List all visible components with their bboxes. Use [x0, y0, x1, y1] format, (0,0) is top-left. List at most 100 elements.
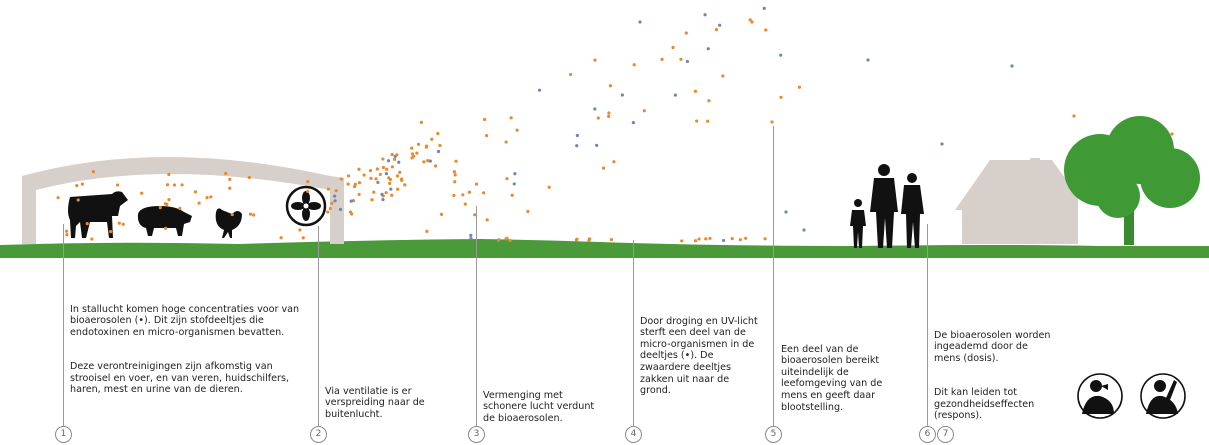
particle [453, 173, 457, 177]
particle [390, 165, 394, 169]
particle [504, 140, 508, 144]
particle [140, 191, 144, 195]
step-3-paragraph-1: Vermenging met schonere lucht verdunt de… [483, 389, 595, 424]
particle [797, 85, 802, 89]
particle [410, 146, 414, 150]
particle [513, 172, 517, 176]
particle [306, 180, 310, 184]
particle [368, 169, 373, 173]
particle [301, 236, 305, 240]
particle [178, 206, 182, 210]
particle [298, 228, 302, 232]
sick-person-icon [1140, 373, 1186, 419]
particle [693, 239, 698, 243]
step-number-1: 1 [55, 426, 72, 443]
barn-icon [22, 157, 344, 244]
step-7-paragraph-2: Dit kan leiden tot gezondheidseffecten (… [934, 386, 1035, 422]
cow-icon [68, 191, 128, 238]
particle [695, 119, 699, 123]
particle [607, 114, 611, 118]
tree-icon [1064, 116, 1200, 245]
step-number-4: 4 [625, 426, 642, 443]
particle [439, 212, 444, 216]
particle [164, 226, 168, 230]
particle [381, 165, 386, 170]
particle [596, 116, 600, 120]
particle [357, 192, 361, 197]
particle [430, 137, 434, 141]
particle [866, 58, 870, 62]
particle [197, 201, 201, 205]
particle [426, 159, 430, 163]
particle [326, 187, 330, 191]
particle [721, 74, 725, 78]
particle [685, 59, 690, 64]
particle [684, 31, 688, 35]
particle [512, 182, 516, 186]
particle [372, 190, 376, 194]
particle [333, 194, 337, 198]
particle [415, 151, 419, 155]
particle [205, 195, 209, 200]
particle [452, 170, 456, 174]
particle [482, 191, 486, 195]
step-1-text: In stallucht komen hoge concentraties vo… [70, 292, 300, 418]
particle [510, 193, 514, 197]
particle [390, 152, 394, 157]
particle [381, 157, 385, 161]
coughing-person-icon [1077, 373, 1123, 419]
step-number-2: 2 [310, 426, 327, 443]
particle [708, 236, 712, 241]
particle [109, 230, 113, 234]
particle [193, 190, 198, 194]
particle [601, 166, 606, 170]
particle [632, 63, 636, 67]
particle [398, 170, 402, 174]
particle [436, 149, 441, 154]
step-3-text: Vermenging met schonere lucht verdunt de… [483, 378, 603, 445]
particle [369, 176, 373, 180]
particle [80, 182, 85, 186]
particle [224, 171, 228, 176]
particle [802, 228, 806, 232]
particle [1170, 132, 1174, 136]
particle [167, 198, 171, 202]
particle [770, 120, 774, 124]
house-icon [955, 158, 1078, 244]
leader-line-3 [476, 206, 477, 426]
particle [526, 209, 530, 214]
particle [453, 180, 457, 184]
particle [386, 159, 391, 163]
particle [279, 236, 283, 240]
particle [357, 167, 361, 171]
particle [252, 213, 256, 217]
particle [434, 164, 438, 168]
particle [56, 196, 60, 200]
particle [697, 237, 701, 241]
particle [419, 120, 424, 124]
particle [707, 99, 711, 103]
particle [374, 177, 378, 181]
particle [412, 154, 416, 158]
step-4-paragraph-1: Door droging en UV-licht sterft een deel… [640, 315, 758, 397]
step-number-6: 6 [919, 426, 936, 443]
particle [620, 93, 624, 97]
particle [370, 198, 374, 202]
particle [230, 212, 234, 217]
particle [116, 183, 120, 187]
particle [607, 111, 611, 115]
particle [167, 172, 171, 177]
particle [396, 187, 400, 191]
particle [483, 117, 487, 122]
particle [595, 143, 599, 147]
particle [1072, 114, 1076, 118]
particle [704, 237, 708, 241]
particle [397, 160, 401, 164]
particle [575, 144, 579, 148]
particle [357, 181, 362, 185]
particle [940, 142, 944, 146]
particle [593, 107, 597, 111]
particle [348, 210, 353, 214]
step-1-paragraph-1: In stallucht komen hoge concentraties vo… [70, 303, 300, 338]
family-silhouette-icon [850, 164, 924, 248]
